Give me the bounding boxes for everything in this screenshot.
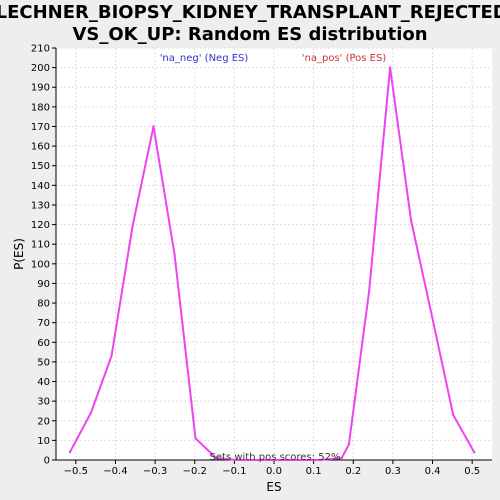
y-tick-label: 200 <box>31 63 50 74</box>
y-tick-label: 100 <box>31 259 50 270</box>
y-tick-label: 20 <box>37 416 50 427</box>
data-point <box>173 252 176 256</box>
data-point <box>340 456 343 460</box>
x-tick-label: −0.2 <box>183 466 207 477</box>
y-tick-label: 190 <box>31 83 50 94</box>
data-point <box>131 225 134 228</box>
x-axis-ticks: −0.5 −0.4 −0.3 −0.2 −0.1 0.0 0.1 0.2 0.3 0.4 0.5 <box>64 460 480 477</box>
y-tick-label: 170 <box>31 122 50 133</box>
data-point <box>214 456 218 460</box>
y-tick-label: 0 <box>44 456 50 467</box>
data-point <box>235 458 239 462</box>
data-point <box>194 437 197 440</box>
x-tick-label: 0.1 <box>306 466 322 477</box>
y-tick-label: 120 <box>31 220 50 231</box>
x-tick-label: 0.2 <box>345 466 361 477</box>
x-tick-label: 0.0 <box>266 466 282 477</box>
y-tick-label: 210 <box>31 44 50 55</box>
y-tick-label: 80 <box>37 299 50 310</box>
data-point <box>298 458 302 462</box>
data-point <box>319 458 322 462</box>
pos-score-annotation: Sets with pos scores: 52% <box>210 452 341 463</box>
y-tick-label: 60 <box>37 338 50 349</box>
chart-title-line-1: FLECHNER_BIOPSY_KIDNEY_TRANSPLANT_REJECT… <box>0 2 500 23</box>
y-axis-label: P(ES) <box>12 238 26 270</box>
x-tick-label: 0.3 <box>385 466 401 477</box>
legend-pos-label: 'na_pos' (Pos ES) <box>302 53 387 64</box>
data-point <box>152 125 155 128</box>
legend-neg-label: 'na_neg' (Neg ES) <box>160 53 249 64</box>
data-point <box>451 413 455 417</box>
data-point <box>367 290 371 293</box>
y-tick-label: 90 <box>37 279 50 290</box>
x-tick-label: −0.5 <box>64 466 88 477</box>
data-point <box>277 458 281 462</box>
data-point <box>472 450 476 454</box>
y-axis-ticks: 0 10 20 30 40 50 60 70 80 90 100 110 120 130 140 150 160… <box>31 44 56 467</box>
x-tick-label: −0.1 <box>222 466 246 477</box>
y-tick-label: 40 <box>37 377 50 388</box>
x-tick-label: −0.4 <box>103 466 127 477</box>
data-point <box>409 219 413 222</box>
data-point <box>347 443 351 446</box>
x-axis-label: ES <box>266 480 281 494</box>
x-tick-label: 0.4 <box>425 466 441 477</box>
y-tick-label: 70 <box>37 318 50 329</box>
data-point <box>430 315 434 318</box>
y-tick-label: 130 <box>31 200 50 211</box>
x-tick-label: 0.5 <box>464 466 480 477</box>
data-point <box>110 354 113 358</box>
x-tick-label: −0.3 <box>143 466 167 477</box>
chart-title-line-2: VS_OK_UP: Random ES distribution <box>72 24 427 45</box>
y-tick-label: 160 <box>31 142 50 153</box>
y-tick-label: 150 <box>31 161 50 172</box>
data-point <box>388 66 392 69</box>
y-tick-label: 110 <box>31 240 50 251</box>
y-tick-label: 30 <box>37 397 50 408</box>
y-tick-label: 50 <box>37 357 50 368</box>
data-point <box>68 450 72 454</box>
y-tick-label: 10 <box>37 436 50 447</box>
y-tick-label: 180 <box>31 102 50 113</box>
y-tick-label: 140 <box>31 181 50 192</box>
series-group <box>68 66 476 462</box>
data-point <box>89 411 93 415</box>
data-point <box>256 458 260 462</box>
